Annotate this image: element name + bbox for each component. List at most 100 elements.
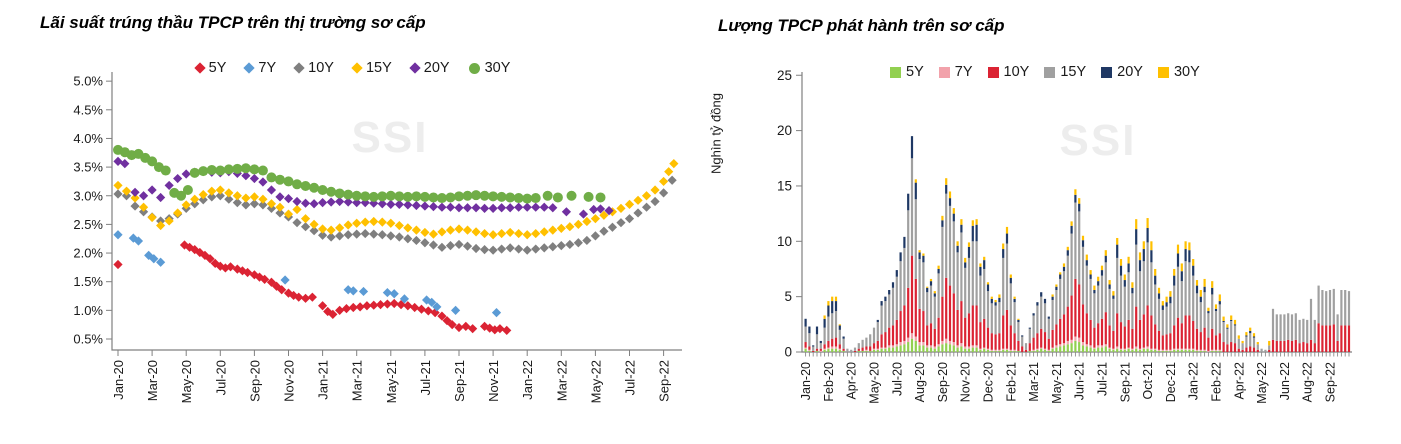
x-tick-label: Jan-20: [799, 362, 813, 400]
issuance-y-axis-label: Nghìn tỷ đồng: [708, 93, 724, 174]
legend-marker-5y-diamond-icon: [193, 62, 206, 74]
y-tick-label: 0.5%: [73, 332, 103, 347]
x-axis-tick-comb: [805, 352, 1350, 357]
series-points-5y: [113, 240, 512, 336]
y-tick-label: 10: [777, 234, 792, 249]
x-tick-label: Oct-21: [1141, 362, 1155, 400]
rates-chart-title: Lãi suất trúng thầu TPCP trên thị trường…: [40, 13, 426, 32]
legend-marker-15y-square-icon: [1044, 66, 1056, 78]
x-tick-label: Sep-20: [247, 360, 262, 402]
y-tick-label: 2.5%: [73, 217, 103, 232]
y-tick-label: 2.0%: [73, 246, 103, 261]
x-tick-label: Jan-22: [1187, 362, 1201, 400]
x-tick-label: Mar-21: [1027, 362, 1041, 402]
legend-label-15y: 15Y: [1060, 64, 1087, 80]
legend-item-10y: 10Y: [293, 61, 334, 76]
legend-label-20y: 20Y: [1117, 64, 1143, 80]
legend-item-5y: 5Y: [193, 61, 226, 76]
legend-marker-7y-square-icon: [938, 66, 950, 78]
y-tick-label: 3.5%: [73, 160, 103, 175]
watermark: SSI: [1060, 116, 1137, 165]
x-tick-label: Jan-20: [111, 360, 126, 400]
x-tick-label: Sep-21: [452, 360, 467, 402]
x-tick-label: Sep-22: [1324, 362, 1338, 402]
legend-label-10y: 10Y: [1003, 64, 1030, 80]
legend-label-30y: 30Y: [1173, 64, 1200, 80]
legend-marker-20y-diamond-icon: [409, 62, 421, 74]
x-tick-label: Jul-20: [890, 362, 904, 396]
legend-marker-10y-square-icon: [987, 66, 999, 78]
issuance-plot: SSI 0 5 10 15 20 25 Jan-20 Feb-20 Apr-20 May-20 Jul…: [777, 68, 1352, 404]
x-tick-label: Sep-22: [657, 360, 672, 402]
x-tick-label: Sep-20: [936, 362, 950, 402]
legend-item-20y: 20Y: [1101, 65, 1143, 80]
series-points-10y: [113, 175, 677, 255]
rates-plot: SSI 0.5% 1.0% 1.5% 2.0% 2.5% 3.0% 3.5% 4.0% 4.5% 5…: [73, 72, 682, 403]
legend-marker-15y-diamond-icon: [351, 62, 363, 74]
issuance-chart-panel: Lượng TPCP phát hành trên sơ cấp Nghìn t…: [700, 0, 1401, 444]
rates-chart-panel: Lãi suất trúng thầu TPCP trên thị trường…: [0, 0, 700, 444]
x-tick-label: Jul-21: [1096, 362, 1110, 396]
issuance-chart-title: Lượng TPCP phát hành trên sơ cấp: [718, 16, 1005, 35]
legend-label-7y: 7Y: [258, 60, 277, 76]
legend-item-15y: 15Y: [1044, 65, 1086, 80]
x-tick-label: Aug-20: [913, 362, 927, 402]
legend-label-30y: 30Y: [484, 60, 511, 76]
legend-marker-10y-diamond-icon: [293, 62, 305, 74]
x-tick-label: Dec-20: [982, 362, 996, 402]
y-tick-label: 1.5%: [73, 274, 103, 289]
x-tick-label: May-21: [1050, 362, 1064, 404]
series-points-30y: [113, 144, 606, 204]
x-tick-label: Feb-22: [1210, 362, 1224, 402]
legend-label-15y: 15Y: [365, 60, 392, 76]
x-tick-label: Nov-20: [282, 360, 297, 402]
legend-marker-30y-circle-icon: [468, 62, 480, 74]
x-tick-label: Feb-21: [1004, 362, 1018, 402]
legend-item-10y: 10Y: [987, 64, 1030, 80]
y-tick-label: 15: [777, 178, 792, 193]
x-tick-label: Nov-21: [486, 360, 501, 402]
series-points-7y: [113, 230, 502, 318]
x-tick-label: Apr-22: [1232, 362, 1246, 400]
legend-item-30y: 30Y: [468, 60, 511, 76]
legend-marker-30y-square-icon: [1157, 66, 1169, 78]
x-tick-label: Jun-22: [1278, 362, 1292, 400]
legend-label-5y: 5Y: [906, 64, 924, 80]
watermark: SSI: [352, 113, 429, 162]
x-tick-label: Jan-22: [520, 360, 535, 400]
x-tick-label: Nov-20: [959, 362, 973, 402]
y-tick-label: 1.0%: [73, 303, 103, 318]
x-tick-label: Dec-21: [1164, 362, 1178, 402]
x-tick-label: May-21: [384, 360, 399, 403]
legend-item-15y: 15Y: [351, 60, 392, 76]
y-tick-label: 20: [777, 123, 792, 138]
x-tick-label: Apr-20: [845, 362, 859, 400]
issuance-chart-legend: 5Y 7Y 10Y 15Y 20Y 30Y: [890, 65, 1200, 80]
rates-chart-legend: 5Y 7Y 10Y 15Y 20Y 30Y: [118, 61, 588, 76]
x-tick-label: Mar-20: [145, 360, 160, 401]
x-tick-label: Jul-22: [623, 360, 638, 395]
y-tick-label: 5.0%: [73, 74, 103, 89]
x-tick-label: May-22: [1255, 362, 1269, 404]
x-tick-label: Mar-21: [350, 360, 365, 401]
y-tick-label: 5: [784, 289, 792, 304]
series-points-15y: [113, 159, 679, 240]
axes-lines: [111, 72, 682, 351]
x-tick-label: Jun-21: [1073, 362, 1087, 400]
y-tick-label: 4.5%: [73, 102, 103, 117]
x-tick-label: Sep-21: [1118, 362, 1132, 402]
legend-item-30y: 30Y: [1157, 64, 1200, 80]
legend-marker-7y-diamond-icon: [243, 62, 256, 74]
legend-item-7y: 7Y: [243, 60, 277, 76]
y-tick-label: 0: [784, 345, 792, 360]
y-tick-label: 4.0%: [73, 131, 103, 146]
legend-item-5y: 5Y: [890, 65, 924, 80]
x-tick-label: May-20: [868, 362, 882, 404]
legend-label-7y: 7Y: [954, 64, 973, 80]
x-tick-label: Jul-20: [213, 360, 228, 395]
legend-marker-20y-square-icon: [1101, 66, 1113, 78]
x-tick-label: Jul-21: [418, 360, 433, 395]
x-tick-label: Aug-22: [1301, 362, 1315, 402]
legend-marker-5y-square-icon: [890, 66, 901, 78]
